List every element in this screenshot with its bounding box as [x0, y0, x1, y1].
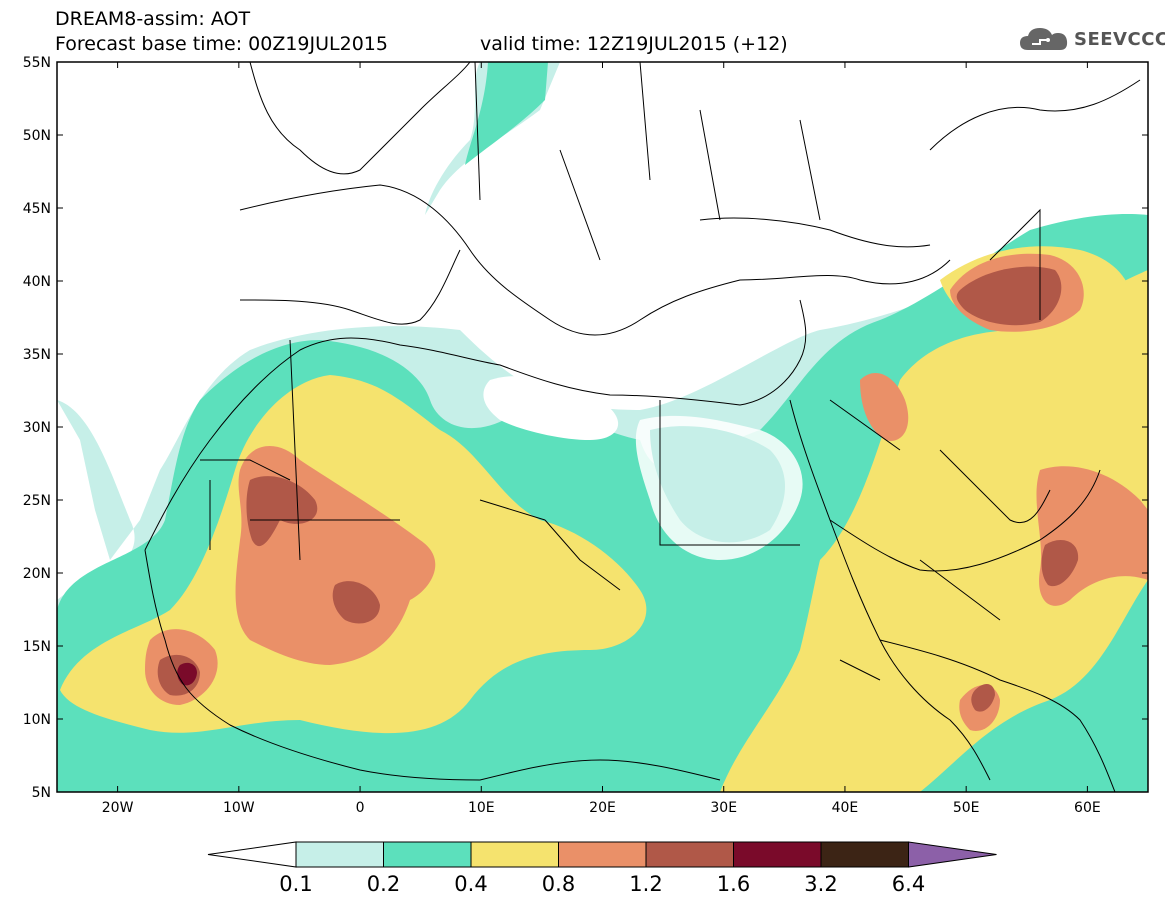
- aot-level-0.2: [465, 62, 548, 165]
- lat-label: 40N: [23, 274, 51, 290]
- colorbar-level-label: 0.1: [279, 872, 312, 896]
- colorbar-swatch: [558, 841, 647, 868]
- lon-label: 10E: [468, 800, 495, 816]
- aot-level-1.2: [332, 581, 380, 624]
- cloud-icon: [1020, 28, 1068, 50]
- colorbar-swatch: [733, 841, 822, 868]
- plot-area: [56, 61, 1149, 793]
- lon-label: 20W: [102, 800, 134, 816]
- coastline: [789, 399, 991, 781]
- coastline: [144, 549, 721, 781]
- valid-time: valid time: 12Z19JUL2015 (+12): [480, 33, 788, 55]
- lat-label: 55N: [23, 55, 51, 71]
- coastline: [829, 469, 1101, 572]
- colorbar-level-label: 6.4: [892, 872, 925, 896]
- colorbar-level-label: 0.8: [542, 872, 575, 896]
- aot-level-0.8: [860, 372, 909, 441]
- colorbar-level-label: 3.2: [804, 872, 837, 896]
- lon-label: 40E: [832, 800, 859, 816]
- colorbar-swatch: [820, 841, 909, 868]
- coastline: [929, 79, 1141, 151]
- lon-label: 20E: [589, 800, 616, 816]
- aot-level-1.2: [956, 266, 1062, 326]
- lat-label: 35N: [23, 347, 51, 363]
- colorbar: 0.1 0.2 0.4 0.8 1.2 1.6 3.2 6.4: [207, 841, 997, 896]
- lat-label: 45N: [23, 201, 51, 217]
- colorbar-over-triangle: [908, 841, 997, 868]
- coastline: [144, 299, 807, 551]
- colorbar-level-label: 1.2: [629, 872, 662, 896]
- colorbar-swatch: [470, 841, 559, 868]
- border: [200, 62, 1041, 681]
- aot-level-1.2: [1041, 540, 1079, 587]
- lat-label: 5N: [32, 785, 51, 801]
- lat-label: 15N: [23, 639, 51, 655]
- colorbar-level-label: 1.6: [717, 872, 750, 896]
- aot-level-1.2: [246, 476, 318, 547]
- lat-label: 20N: [23, 566, 51, 582]
- coastlines: [144, 62, 1141, 792]
- lat-label: 10N: [23, 712, 51, 728]
- coastline: [249, 62, 471, 175]
- lat-label: 25N: [23, 493, 51, 509]
- aot-level-1.2: [971, 683, 995, 712]
- lon-label: 30E: [710, 800, 737, 816]
- lon-label: 60E: [1074, 800, 1101, 816]
- seevccc-logo: SEEVCCC: [1018, 24, 1165, 54]
- lon-label: 0: [356, 800, 365, 816]
- coastline: [699, 217, 931, 248]
- aot-level-0.4: [720, 270, 1148, 792]
- lat-label: 50N: [23, 128, 51, 144]
- latitude-axis: 55N 50N 45N 40N 35N 30N 25N 20N 15N 10N 5N: [23, 55, 1148, 801]
- colorbar-level-label: 0.4: [454, 872, 487, 896]
- lon-label: 50E: [953, 800, 980, 816]
- coastline: [239, 249, 461, 325]
- colorbar-level-label: 0.2: [367, 872, 400, 896]
- coastline: [239, 184, 951, 336]
- coastline: [939, 449, 1051, 524]
- colorbar-swatch: [295, 841, 384, 868]
- map-title: DREAM8-assim: AOT: [55, 8, 251, 30]
- lat-label: 30N: [23, 420, 51, 436]
- forecast-base-time: Forecast base time: 00Z19JUL2015: [55, 33, 388, 55]
- aot-contours: [57, 62, 1148, 792]
- colorbar-swatch: [645, 841, 734, 868]
- colorbar-under-triangle: [207, 841, 297, 868]
- colorbar-swatch: [383, 841, 472, 868]
- lon-label: 10W: [223, 800, 255, 816]
- logo-text: SEEVCCC: [1074, 28, 1165, 50]
- aot-level-1.6: [177, 662, 197, 686]
- longitude-axis: 20W 10W 0 10E 20E 30E 40E 50E 60E: [102, 62, 1101, 816]
- coastline: [879, 639, 1116, 792]
